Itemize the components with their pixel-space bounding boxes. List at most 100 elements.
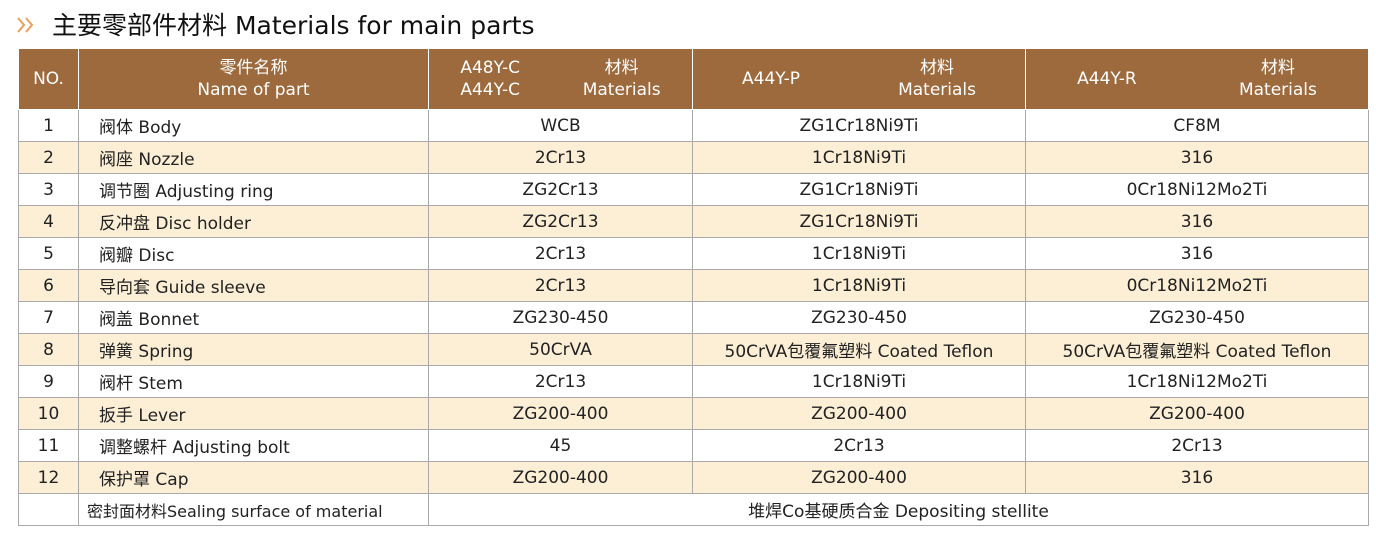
material-cell: 2Cr13 [1025,429,1369,462]
header-group: A44Y-P 材料 Materials [694,57,1025,101]
row-number: 12 [18,461,79,494]
header-text: Name of part [197,80,310,100]
part-name: 阀杆 Stem [78,365,429,398]
row-number: 1 [18,109,79,142]
header-cell: A44Y-P 材料 Materials [692,48,1026,110]
model: A44Y-P [742,69,801,89]
row-number: 4 [18,205,79,238]
part-name: 阀座 Nozzle [78,141,429,174]
part-name: 阀盖 Bonnet [78,301,429,334]
header-cell: A48Y-C A44Y-C 材料 Materials [428,48,693,110]
material-cell: 45 [428,429,693,462]
material-cell: 316 [1025,237,1369,270]
material-cell: ZG2Cr13 [428,173,693,206]
footer-label: 密封面材料Sealing surface of material [78,493,429,526]
header-text: 材料 [920,58,955,78]
material-cell: 50CrVA包覆氟塑料 Coated Teflon [692,333,1026,366]
material-cell: 1Cr18Ni9Ti [692,365,1026,398]
part-name: 阀瓣 Disc [78,237,429,270]
material-cell: 1Cr18Ni9Ti [692,141,1026,174]
model: A44Y-C [460,80,520,100]
material-cell: 0Cr18Ni12Mo2Ti [1025,173,1369,206]
table-row: 12 保护罩 Cap ZG200-400 ZG200-400 316 [18,461,1369,494]
part-name: 反冲盘 Disc holder [78,205,429,238]
material-cell: 50CrVA包覆氟塑料 Coated Teflon [1025,333,1369,366]
table-row: 1 阀体 Body WCB ZG1Cr18Ni9Ti CF8M [18,109,1369,142]
row-number: 9 [18,365,79,398]
material-cell: ZG1Cr18Ni9Ti [692,109,1026,142]
row-number: 6 [18,269,79,302]
header-text: 零件名称 [219,58,288,78]
material-cell: ZG200-400 [428,397,693,430]
material-cell: 316 [1025,205,1369,238]
models: A48Y-C A44Y-C [460,57,520,101]
table-row: 6 导向套 Guide sleeve 2Cr13 1Cr18Ni9Ti 0Cr18Ni1… [18,269,1369,302]
title-icon [17,17,34,33]
material-cell: ZG200-400 [428,461,693,494]
material-cell: CF8M [1025,109,1369,142]
header-group: A44Y-R 材料 Materials [1027,57,1368,101]
part-name: 调节圈 Adjusting ring [78,173,429,206]
part-name: 弹簧 Spring [78,333,429,366]
table-row: 8 弹簧 Spring 50CrVA 50CrVA包覆氟塑料 Coated Teflo… [18,333,1369,366]
part-name: 阀体 Body [78,109,429,142]
material-cell: 1Cr18Ni9Ti [692,237,1026,270]
material-label: 材料 Materials [898,57,976,101]
header-text: Materials [582,80,661,100]
models: A44Y-P [742,68,800,90]
table-row: 4 反冲盘 Disc holder ZG2Cr13 ZG1Cr18Ni9Ti 316 [18,205,1369,238]
material-cell: 2Cr13 [428,269,693,302]
model: A44Y-R [1077,69,1137,89]
row-number: 5 [18,237,79,270]
material-cell: WCB [428,109,693,142]
models: A44Y-R [1077,68,1137,90]
part-name: 导向套 Guide sleeve [78,269,429,302]
header-text: Materials [1238,80,1317,100]
material-cell: ZG230-450 [692,301,1026,334]
title: 主要零部件材料 Materials for main parts [52,11,535,40]
material-cell: ZG230-450 [428,301,693,334]
model: A48Y-C [460,58,520,78]
material-cell: ZG200-400 [1025,397,1369,430]
footer-row: 密封面材料Sealing surface of material 堆焊Co基硬质合… [18,493,1369,526]
table-row: 11 调整螺杆 Adjusting bolt 45 2Cr13 2Cr13 [18,429,1369,462]
part-name: 保护罩 Cap [78,461,429,494]
material-cell: ZG2Cr13 [428,205,693,238]
material-cell: ZG230-450 [1025,301,1369,334]
material-cell: 2Cr13 [428,365,693,398]
header-cell: A44Y-R 材料 Materials [1025,48,1369,110]
row-number: 8 [18,333,79,366]
part-name: 扳手 Lever [78,397,429,430]
material-cell: 1Cr18Ni12Mo2Ti [1025,365,1369,398]
material-label: 材料 Materials [1239,57,1317,101]
table-row: 10 扳手 Lever ZG200-400 ZG200-400 ZG200-400 [18,397,1369,430]
material-cell: 1Cr18Ni9Ti [692,269,1026,302]
header-cell: NO. [18,48,79,110]
row-number: 11 [18,429,79,462]
header-row: NO. 零件名称 Name of part A48Y-C A44Y-C 材料 Materia… [18,48,1369,110]
material-cell: ZG1Cr18Ni9Ti [692,205,1026,238]
materials-table: NO. 零件名称 Name of part A48Y-C A44Y-C 材料 Materia… [18,48,1369,526]
table-row: 7 阀盖 Bonnet ZG230-450 ZG230-450 ZG230-450 [18,301,1369,334]
material-cell: 316 [1025,461,1369,494]
material-cell: 2Cr13 [428,141,693,174]
row-number: 3 [18,173,79,206]
header-text: 材料 [1260,58,1295,78]
header-text: Materials [898,80,976,100]
material-label: 材料 Materials [583,57,661,101]
material-cell: ZG200-400 [692,461,1026,494]
empty-cell [18,493,79,526]
material-cell: 2Cr13 [692,429,1026,462]
material-cell: 316 [1025,141,1369,174]
header-group: A48Y-C A44Y-C 材料 Materials [430,57,692,101]
material-cell: ZG1Cr18Ni9Ti [692,173,1026,206]
header-cell: 零件名称 Name of part [78,48,429,110]
material-cell: 0Cr18Ni12Mo2Ti [1025,269,1369,302]
material-cell: ZG200-400 [692,397,1026,430]
material-cell: 50CrVA [428,333,693,366]
header-text: 材料 [604,58,639,78]
table-row: 3 调节圈 Adjusting ring ZG2Cr13 ZG1Cr18Ni9Ti 0C… [18,173,1369,206]
row-number: 2 [18,141,79,174]
part-name: 调整螺杆 Adjusting bolt [78,429,429,462]
